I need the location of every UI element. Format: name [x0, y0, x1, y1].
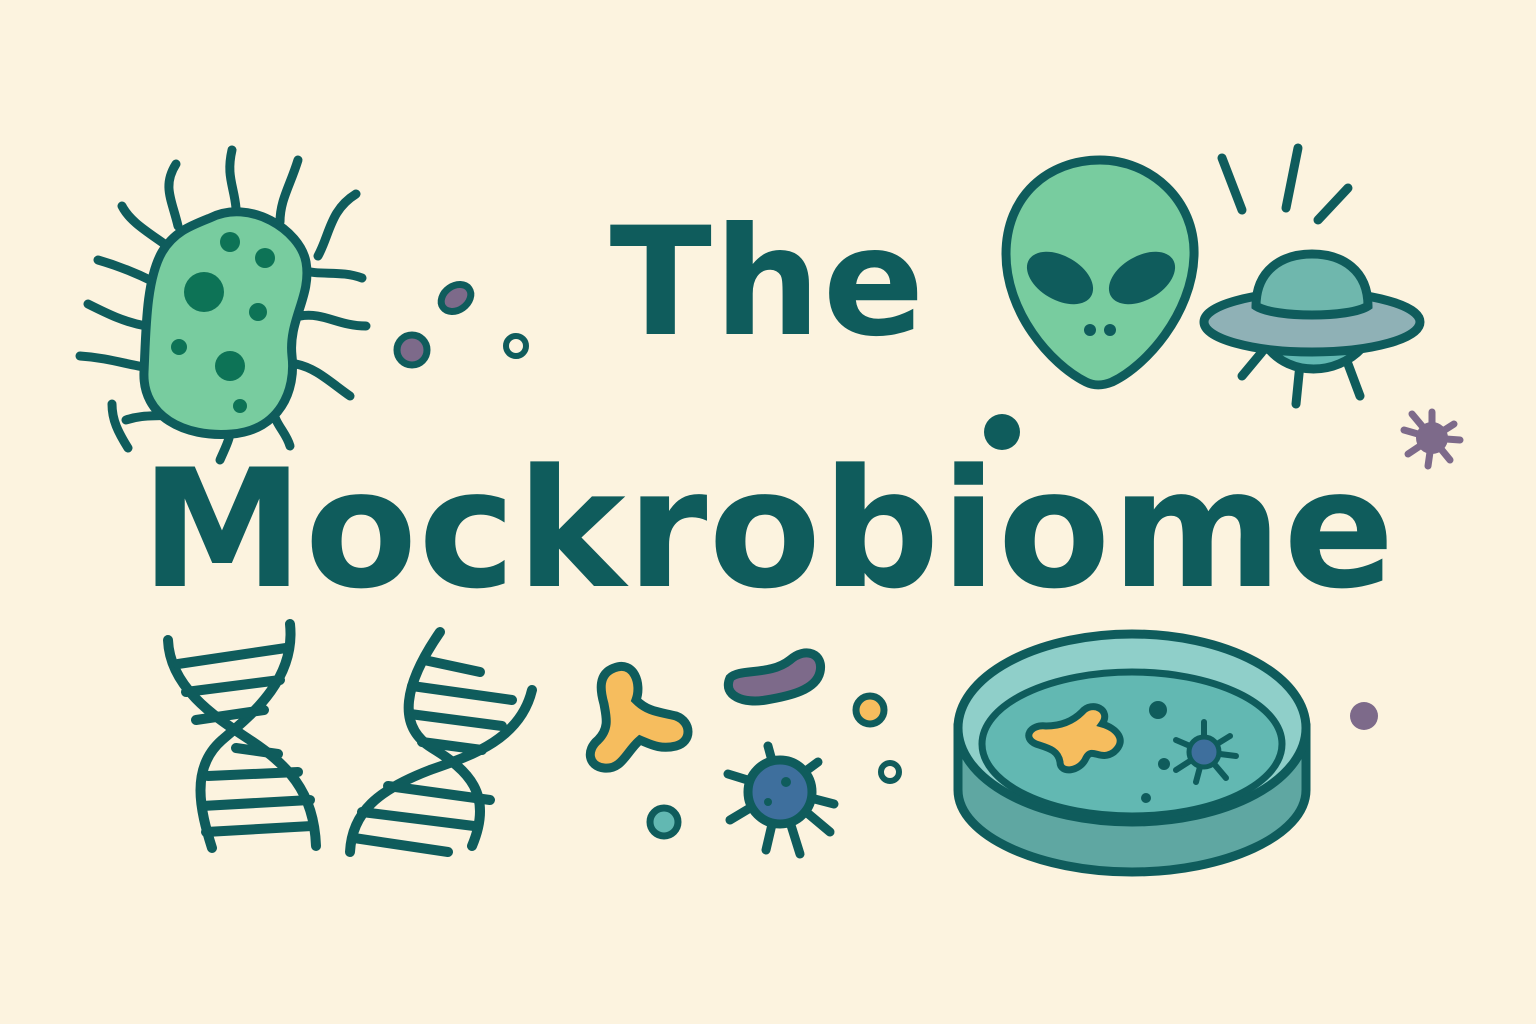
particle-dot — [393, 331, 431, 369]
rod-microbe-icon — [723, 648, 826, 706]
alien-eye-right — [1108, 251, 1176, 305]
particle-dot — [646, 804, 682, 840]
petri-dish-icon — [953, 629, 1311, 877]
microbe-cluster-icon — [585, 661, 693, 773]
title-i-dot — [984, 414, 1020, 450]
alien-eye-left — [1026, 251, 1094, 305]
ufo-icon — [1199, 143, 1425, 409]
particle-dot — [437, 281, 475, 315]
alien-nostril — [1084, 324, 1096, 336]
alien-head-icon — [1001, 155, 1199, 390]
particle-dot — [852, 692, 888, 728]
virus-star-icon — [1400, 408, 1464, 470]
title-line-1: The — [609, 196, 927, 370]
particle-dot — [1350, 702, 1378, 730]
alien-nostril — [1104, 324, 1116, 336]
virus-icon — [723, 741, 839, 859]
particle-dot — [503, 333, 529, 359]
title-line-2: Mockrobiome — [140, 434, 1396, 625]
particle-dot — [878, 760, 902, 784]
bacterium-spots — [171, 232, 275, 413]
dna-helix-icon — [163, 619, 321, 853]
dna-helix-icon — [345, 627, 537, 857]
